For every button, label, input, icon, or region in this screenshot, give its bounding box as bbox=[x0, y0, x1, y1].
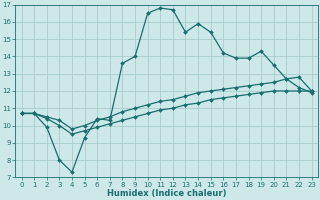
X-axis label: Humidex (Indice chaleur): Humidex (Indice chaleur) bbox=[107, 189, 226, 198]
